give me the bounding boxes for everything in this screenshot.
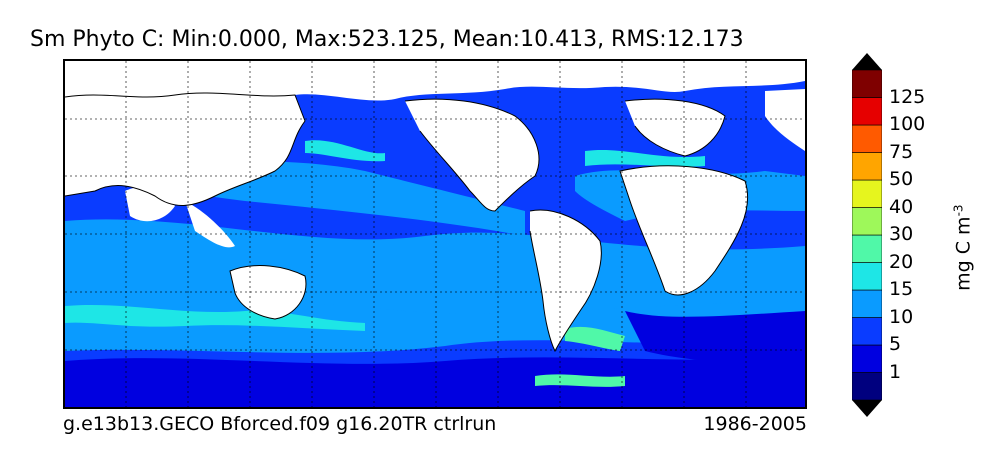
period-label: 1986-2005 [703,413,807,435]
plot-title: Sm Phyto C: Min:0.000, Max:523.125, Mean… [30,27,744,52]
colorbar-tick-label: 30 [889,223,914,245]
colorbar-tick-label: 125 [889,85,926,108]
colorbar-segment [852,179,882,208]
units-label: mg C m-3 [951,204,975,291]
colorbar-segment [852,317,882,346]
colorbar-segment [852,344,882,373]
colorbar-segment [852,289,882,318]
run-name: g.e13b13.GECO Bforced.f09 g16.20TR ctrlr… [63,413,497,435]
colorbar-tick-label: 50 [889,168,914,190]
colorbar-tick-label: 15 [889,278,914,300]
ocean-patch-weddell [535,374,625,387]
ocean-patch-kuroshio [305,140,385,162]
colorbar-tick-label: 10 [889,305,914,328]
land-south-america [530,210,602,351]
land-europe [625,99,725,156]
colorbar-segment [852,262,882,291]
colorbar-segment [852,152,882,181]
ocean-band-sub-antarctic-front [65,304,365,331]
land-asia-east-edge [765,89,805,151]
ocean-field [65,61,805,407]
land-australia [230,265,306,319]
land-africa [620,165,748,295]
colorbar-tick-label: 1 [889,360,902,383]
land-arctic [65,61,805,101]
land-north-america [405,99,539,211]
coastlines [65,92,749,353]
colorbar-segment [852,124,882,153]
land-india [125,186,175,222]
colorbar-tick-label: 20 [889,250,914,273]
colorbar [852,53,882,417]
land-eurasia [65,93,305,206]
colorbar-tick-label: 5 [889,333,902,355]
colorbar-tick-label: 75 [889,140,914,163]
colorbar-segment [852,69,882,98]
colorbar-segment [852,372,882,401]
colorbar-extend-max [852,53,882,70]
colorbar-segment [852,207,882,236]
ocean-band-antarctic [65,356,805,407]
ocean-patch-patagonia [565,326,625,351]
colorbar-tick-label: 100 [889,113,926,135]
colorbar-tick-label: 40 [889,195,914,218]
land-indochina [185,201,235,248]
colorbar-segment [852,234,882,263]
colorbar-extend-min [852,400,882,417]
map-panel [63,59,807,409]
ocean-patch-gulf-stream [585,149,705,167]
graticule [65,61,805,407]
colorbar-segment [852,97,882,126]
